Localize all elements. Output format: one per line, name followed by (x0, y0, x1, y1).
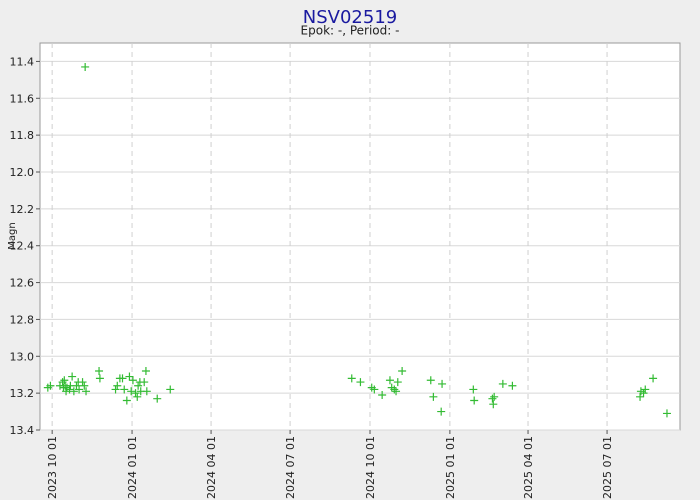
data-point (69, 387, 78, 396)
y-tick-label: 12.4 (10, 240, 35, 253)
data-point (370, 385, 379, 394)
y-tick-label: 11.6 (10, 92, 35, 105)
data-point (80, 381, 89, 390)
y-tick-label: 11.4 (10, 55, 35, 68)
y-tick-label: 12.8 (10, 313, 35, 326)
data-point (82, 387, 91, 396)
y-tick-label: 12.0 (10, 166, 35, 179)
data-point (95, 374, 104, 383)
data-point (141, 367, 150, 376)
data-point (111, 385, 120, 394)
data-point (118, 374, 127, 383)
x-tick-label: 2023 10 01 (46, 436, 59, 499)
y-axis-label: Magn (7, 222, 18, 249)
data-point (641, 385, 650, 394)
data-point (639, 389, 648, 398)
x-tick-label: 2024 01 01 (126, 436, 139, 499)
data-point (120, 385, 129, 394)
data-point (81, 62, 90, 71)
data-point (122, 396, 131, 405)
data-point (470, 396, 479, 405)
data-point (508, 381, 517, 390)
data-point (488, 394, 497, 403)
data-point (166, 385, 175, 394)
data-point (131, 389, 140, 398)
plot-area (39, 42, 681, 431)
data-point (489, 400, 498, 409)
data-point (426, 376, 435, 385)
data-point (390, 385, 399, 394)
data-point (95, 367, 104, 376)
data-point (65, 385, 74, 394)
data-point (469, 385, 478, 394)
data-point (662, 409, 671, 418)
data-point (46, 381, 55, 390)
data-point (78, 378, 87, 387)
data-point (68, 372, 77, 381)
data-point (398, 367, 407, 376)
x-tick-label: 2025 07 01 (601, 436, 614, 499)
x-tick-label: 2025 04 01 (522, 436, 535, 499)
data-point (649, 374, 658, 383)
data-point (393, 378, 402, 387)
chart-subtitle: Epok: -, Period: - (301, 24, 400, 38)
chart-title: NSV02519 (303, 7, 397, 28)
data-point (127, 387, 136, 396)
data-point (347, 374, 356, 383)
data-point (392, 387, 401, 396)
data-point (125, 372, 134, 381)
x-tick-label: 2025 01 01 (444, 436, 457, 499)
data-point (153, 394, 162, 403)
data-point (385, 376, 394, 385)
data-point (498, 379, 507, 388)
y-tick-label: 13.2 (10, 387, 35, 400)
data-point (490, 392, 499, 401)
x-tick-label: 2024 10 01 (364, 436, 377, 499)
data-point (356, 378, 365, 387)
data-point (142, 387, 151, 396)
data-point (62, 387, 71, 396)
y-tick-label: 13.0 (10, 350, 35, 363)
data-point (378, 390, 387, 399)
data-point (438, 379, 447, 388)
data-point (113, 381, 122, 390)
x-tick-label: 2024 07 01 (284, 436, 297, 499)
y-tick-label: 12.2 (10, 203, 35, 216)
data-point (636, 392, 645, 401)
y-tick-label: 13.4 (10, 424, 35, 437)
y-tick-label: 12.6 (10, 277, 35, 290)
data-point (140, 378, 149, 387)
x-tick-label: 2024 04 01 (205, 436, 218, 499)
data-point (133, 392, 142, 401)
data-point (134, 381, 143, 390)
data-point (75, 385, 84, 394)
data-point (60, 376, 69, 385)
data-point (128, 376, 137, 385)
y-tick-label: 11.8 (10, 129, 35, 142)
data-point (429, 392, 438, 401)
data-point (437, 407, 446, 416)
